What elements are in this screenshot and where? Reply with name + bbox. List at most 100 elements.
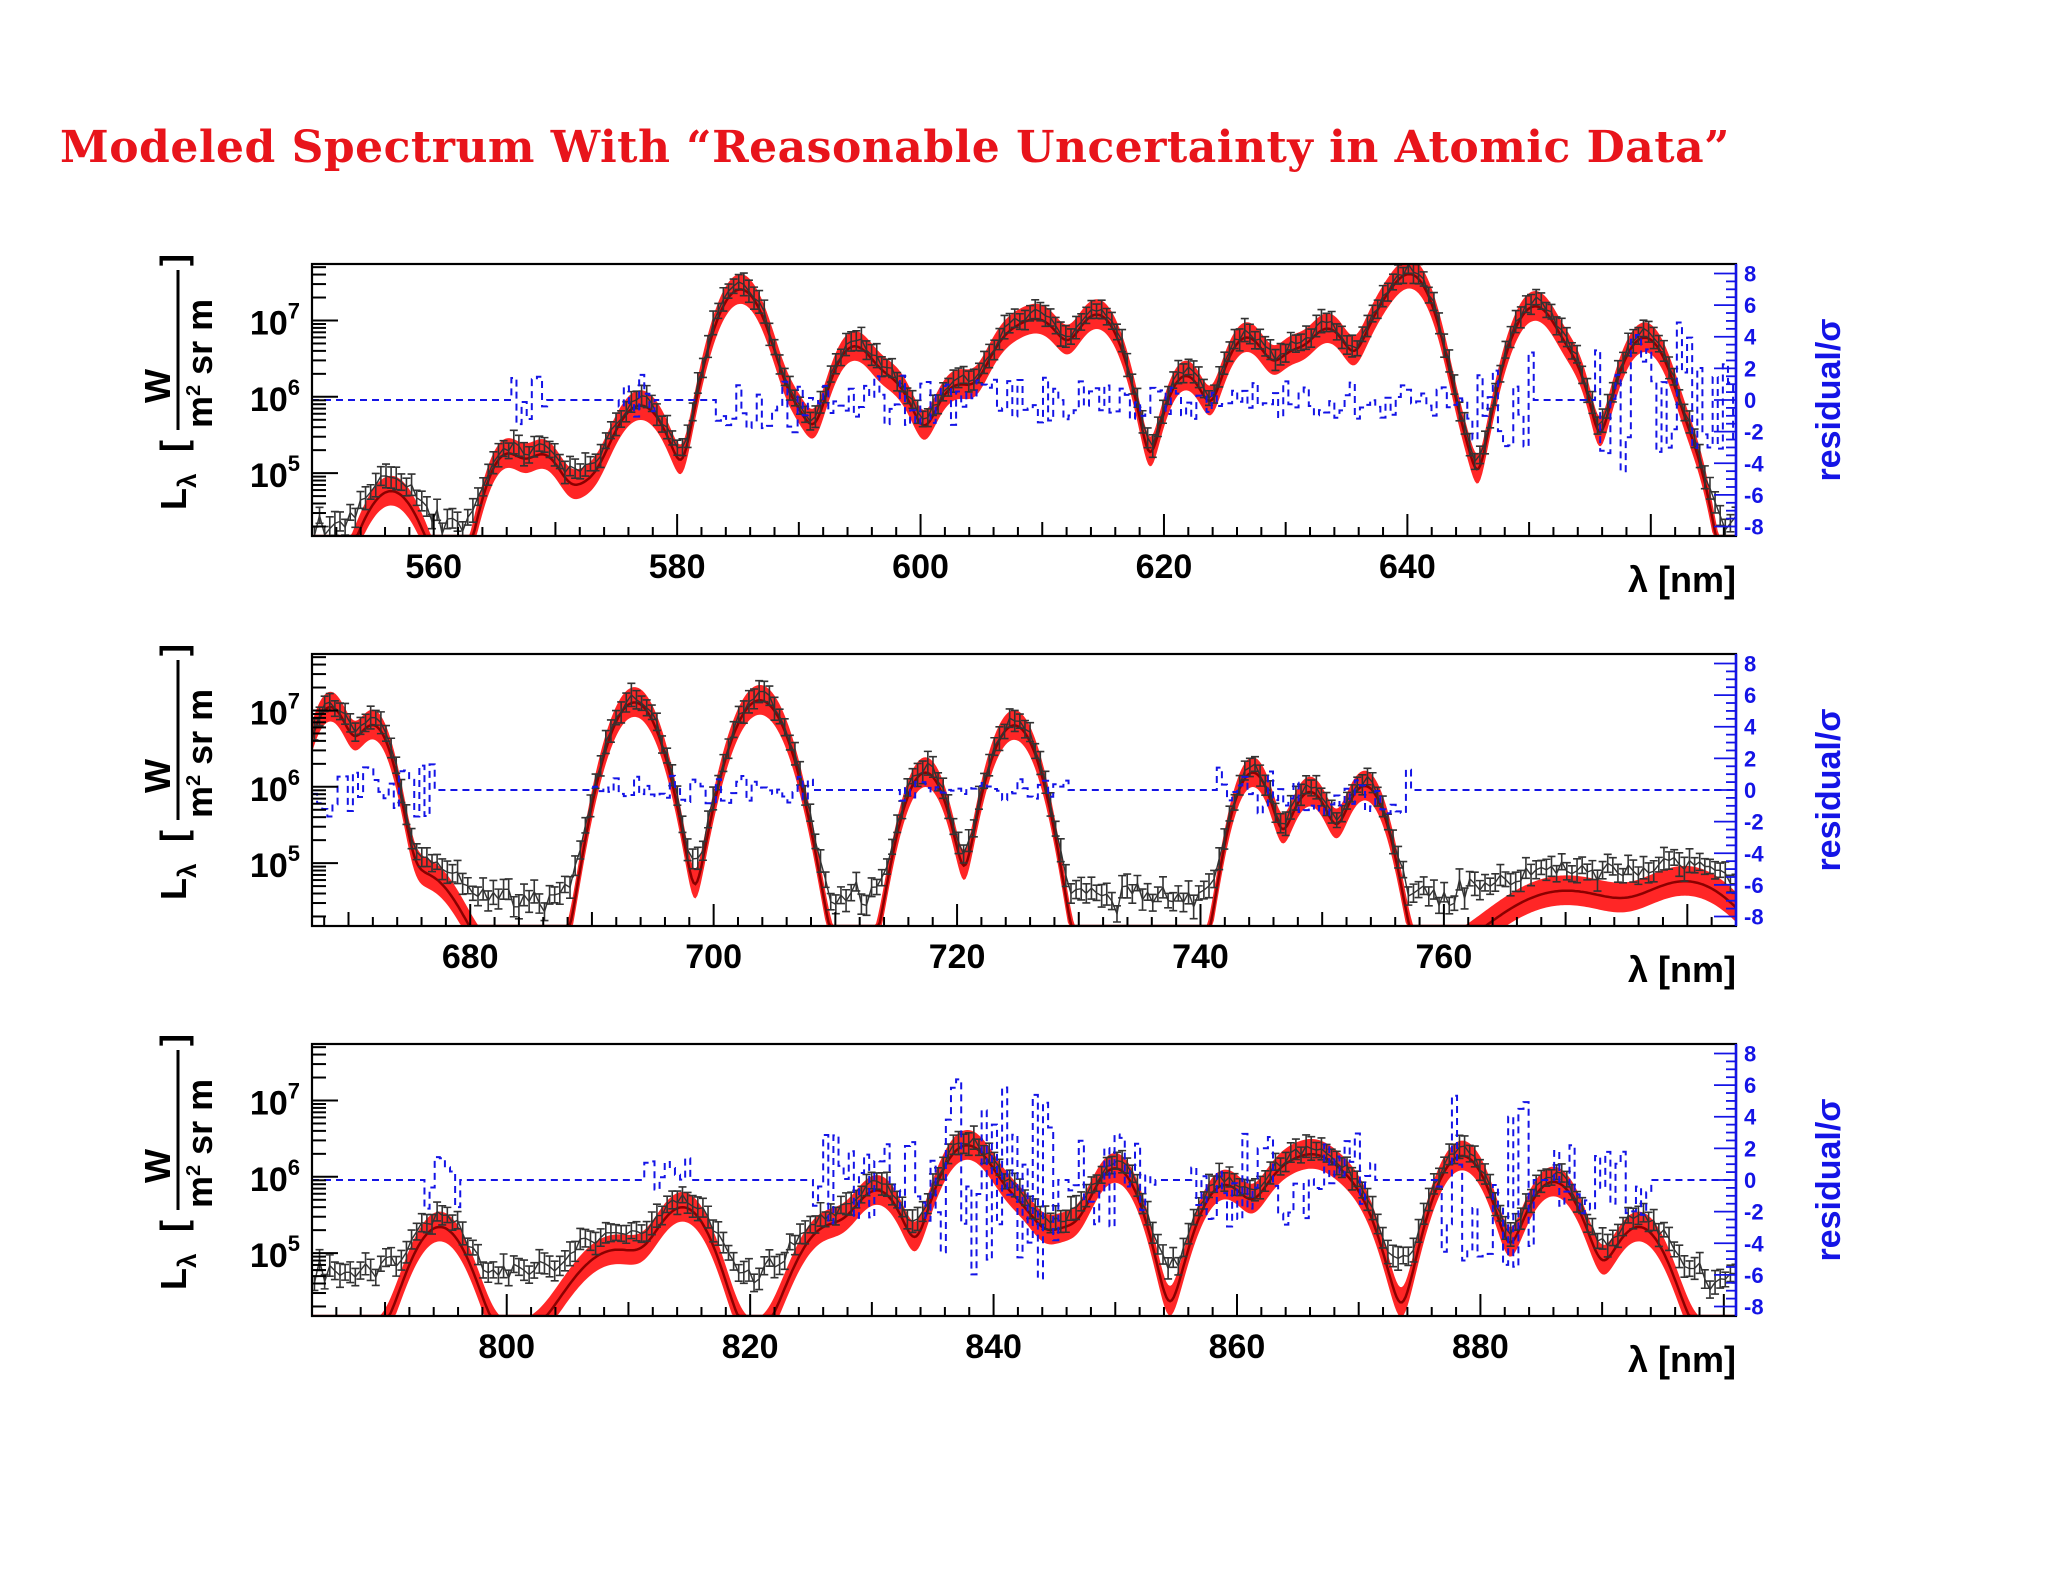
y-tick-label: 106 [250,765,300,809]
y-label-unit-denominator: m2 sr m [179,299,220,428]
residual-line [312,321,1735,473]
plot-frame [310,1042,1738,1318]
x-tick-label: 880 [1452,1328,1509,1366]
y-axis-label: Lλ [ Wm2 sr m] [137,1034,220,1290]
y-tick-label: 105 [250,841,300,885]
residual-tick-label: 6 [1744,683,1756,708]
plot-area [312,1078,1736,1316]
residual-tick-label: 0 [1744,1168,1756,1193]
y-tick-base: 10 [250,1084,288,1122]
y-label-symbol: Lλ [153,473,202,510]
residual-line [312,763,1734,818]
residual-tick-label: 2 [1744,356,1756,381]
y-tick-exponent: 6 [288,375,300,400]
residual-axis: 8 6 4 2 0 -2 -4 -6 -8 residual/σ [1714,1041,1848,1320]
y-tick-base: 10 [250,771,288,809]
y-tick-base: 10 [250,381,288,419]
residual-tick-label: -2 [1744,810,1764,835]
x-tick-label: 580 [649,548,706,586]
plot-area [312,264,1736,536]
y-axis-label: Lλ [ Wm2 sr m] [137,254,220,510]
y-label-bracket-open: [ [153,440,194,452]
residual-tick-label: 8 [1744,261,1756,286]
y-tick-exponent: 7 [288,298,300,323]
residual-tick-label: -2 [1744,420,1764,445]
residual-tick-label: 0 [1744,778,1756,803]
y-label-unit-numerator: W [137,369,178,403]
y-label-unit-denominator: m2 sr m [179,689,220,818]
y-tick-base: 10 [250,1161,288,1199]
y-label-symbol: Lλ [153,1253,202,1290]
residual-tick-label: -4 [1744,451,1764,476]
residual-axis: 8 6 4 2 0 -2 -4 -6 -8 residual/σ [1714,261,1848,540]
residual-tick-label: 4 [1744,325,1757,350]
residual-tick-label: 4 [1744,715,1757,740]
y-tick-label: 105 [250,451,300,495]
data-trace [313,1136,1736,1291]
residual-tick-label: -2 [1744,1200,1764,1225]
residual-axis-label: residual/σ [1810,318,1848,481]
residual-tick-label: 8 [1744,1041,1756,1066]
residual-line [312,1078,1734,1280]
y-label-symbol: Lλ [153,863,202,900]
y-tick-label: 106 [250,375,300,419]
x-axis: 800 820 840 860 880 λ [nm] [311,1294,1736,1380]
residual-tick-label: 0 [1744,388,1756,413]
y-label-unit-numerator: W [137,1149,178,1183]
y-tick-base: 10 [250,847,288,885]
y-tick-label: 105 [250,1231,300,1275]
residual-tick-label: 6 [1744,293,1756,318]
plot-area [312,679,1736,926]
x-tick-label: 800 [478,1328,535,1366]
x-tick-label: 760 [1416,938,1473,976]
x-tick-label: 620 [1136,548,1193,586]
x-tick-label: 700 [685,938,742,976]
y-tick-base: 10 [250,694,288,732]
x-tick-label: 820 [722,1328,779,1366]
y-label-unit-numerator: W [137,759,178,793]
residual-tick-label: 4 [1744,1105,1757,1130]
residual-tick-label: -6 [1744,1263,1764,1288]
x-axis: 680 700 720 740 760 λ [nm] [323,904,1737,990]
y-tick-exponent: 6 [288,1155,300,1180]
y-tick-base: 10 [250,1237,288,1275]
x-tick-label: 720 [929,938,986,976]
model-line [312,1144,1736,1316]
residual-tick-label: 6 [1744,1073,1756,1098]
residual-axis-label: residual/σ [1810,1098,1848,1261]
x-tick-label: 560 [405,548,462,586]
y-tick-exponent: 7 [288,1078,300,1103]
y-label-bracket-open: [ [153,1220,194,1232]
page-title: Modeled Spectrum With “Reasonable Uncert… [60,122,1730,173]
x-axis-label: λ [nm] [1628,1339,1736,1380]
residual-tick-label: -4 [1744,1231,1764,1256]
y-tick-exponent: 5 [288,1231,300,1256]
x-tick-label: 600 [892,548,949,586]
residual-tick-label: -8 [1744,905,1764,930]
y-label-bracket-close: ] [153,254,194,266]
y-label-unit-denominator: m2 sr m [179,1079,220,1208]
x-tick-label: 840 [965,1328,1022,1366]
residual-tick-label: 8 [1744,651,1756,676]
y-tick-exponent: 5 [288,841,300,866]
x-tick-label: 640 [1379,548,1436,586]
x-axis-label: λ [nm] [1628,559,1736,600]
data-points [312,264,1736,536]
residual-tick-label: -6 [1744,483,1764,508]
y-tick-label: 107 [250,298,300,342]
data-points [312,1125,1736,1299]
x-axis: 560 580 600 620 640 λ [nm] [311,514,1736,600]
y-axis-label: Lλ [Wm2 sr m] [137,644,220,900]
y-label-bracket-open: [ [153,830,194,842]
y-tick-exponent: 7 [288,688,300,713]
residual-tick-label: -8 [1744,1295,1764,1320]
y-label-bracket-close: ] [153,1034,194,1046]
x-axis-label: λ [nm] [1628,949,1736,990]
residual-tick-label: 2 [1744,746,1756,771]
